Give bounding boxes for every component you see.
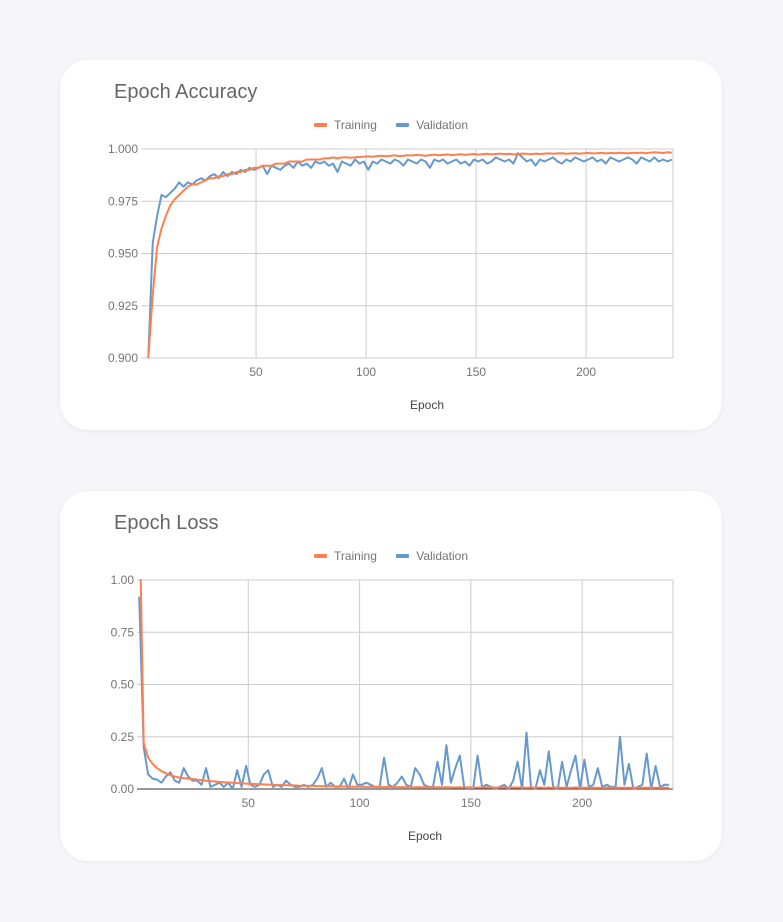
y-tick-label: 0.975: [108, 194, 138, 208]
x-tick-label: 200: [576, 365, 596, 379]
y-tick-label: 0.50: [111, 678, 135, 692]
validation-series-line: [147, 152, 673, 359]
loss-chart-card: Epoch Loss Training Validation 0.00 0.25 0…: [60, 491, 722, 861]
x-tick-label: 50: [249, 365, 263, 379]
y-tick-label: 0.00: [111, 782, 135, 796]
legend-label: Validation: [416, 549, 469, 563]
y-tick-label: 0.75: [111, 625, 135, 639]
accuracy-plot: 0.900 0.925 0.950 0.975 1.000 50 100 150 200 Epoc…: [108, 142, 674, 412]
loss-plot: 0.00 0.25 0.50 0.75 1.00 50 100 150 200 Epoch: [111, 573, 674, 843]
legend-validation[interactable]: Validation: [396, 118, 468, 132]
training-swatch-icon: [313, 123, 327, 127]
training-swatch-icon: [313, 554, 327, 558]
x-axis-label: Epoch: [408, 829, 442, 843]
chart-title: Epoch Loss: [114, 512, 219, 534]
y-tick-label: 0.25: [111, 730, 135, 744]
x-axis-label: Epoch: [410, 398, 444, 412]
legend-label: Validation: [416, 118, 469, 132]
chart-legend: Training Validation: [60, 547, 722, 563]
chart-legend: Training Validation: [60, 116, 722, 132]
validation-swatch-icon: [396, 123, 410, 127]
y-tick-label: 1.00: [111, 573, 135, 587]
y-tick-label: 1.000: [108, 142, 138, 156]
validation-series-line: [138, 596, 669, 790]
chart-title: Epoch Accuracy: [114, 81, 258, 103]
x-tick-label: 50: [242, 796, 256, 810]
x-tick-label: 200: [572, 796, 592, 810]
legend-training[interactable]: Training: [313, 549, 377, 563]
legend-training[interactable]: Training: [313, 118, 377, 132]
validation-swatch-icon: [396, 554, 410, 558]
x-tick-label: 150: [461, 796, 481, 810]
legend-validation[interactable]: Validation: [396, 549, 468, 563]
y-tick-label: 0.950: [108, 247, 138, 261]
accuracy-chart-card: Epoch Accuracy Training Validation 0.900…: [60, 60, 722, 430]
training-series-line: [139, 579, 669, 789]
x-tick-label: 100: [356, 365, 376, 379]
legend-label: Training: [333, 118, 377, 132]
legend-label: Training: [333, 549, 377, 563]
x-tick-label: 150: [466, 365, 486, 379]
x-tick-label: 100: [350, 796, 370, 810]
y-tick-label: 0.900: [108, 351, 138, 365]
y-tick-label: 0.925: [108, 299, 138, 313]
training-series-line: [147, 151, 672, 359]
